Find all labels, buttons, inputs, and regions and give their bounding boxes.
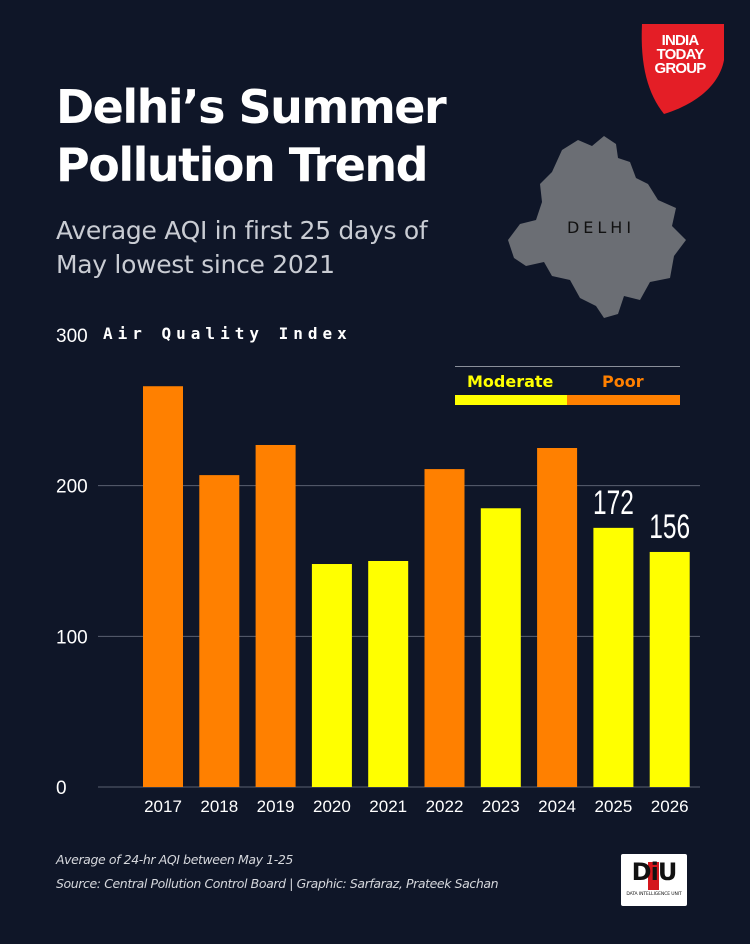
- y-tick-label: 200: [56, 477, 88, 498]
- legend-divider: [455, 366, 680, 367]
- diu-accent-icon: [648, 862, 659, 890]
- bars: [143, 386, 690, 787]
- logo-shield-icon: [641, 24, 724, 114]
- logo-line-2: TODAY: [656, 46, 705, 63]
- x-tick-label: 2026: [651, 797, 689, 816]
- chart-subtitle: Average AQI in first 25 days of May lowe…: [56, 214, 476, 282]
- x-tick-label: 2020: [313, 797, 351, 816]
- title-line-1: Delhi’s Summer: [56, 80, 447, 134]
- data-label-2025: 172: [593, 484, 634, 522]
- legend-moderate-swatch: [455, 395, 567, 405]
- x-tick-label: 2017: [144, 797, 182, 816]
- bar-2020: [311, 564, 352, 787]
- y-tick-label: 300: [56, 326, 88, 347]
- india-today-logo: INDIA TODAY GROUP: [634, 20, 726, 116]
- bar-2017: [143, 386, 183, 787]
- diu-badge: DiU DATA INTELLIGENCE UNIT: [621, 854, 687, 906]
- x-tick-label: 2019: [257, 797, 295, 816]
- bar-2021: [368, 561, 409, 787]
- logo-line-3: GROUP: [654, 60, 706, 77]
- x-tick-label: 2024: [538, 797, 576, 816]
- footnote-source: Source: Central Pollution Control Board …: [56, 876, 499, 891]
- bar-2019: [255, 444, 296, 787]
- chart-title: Delhi’s Summer Pollution Trend: [56, 78, 516, 194]
- labels: 0 100 200 300 2017 2018 2019 2020 2021 2022 2023 20…: [56, 326, 690, 816]
- bar-2023: [480, 508, 521, 787]
- x-tick-label: 2025: [594, 797, 632, 816]
- bar-2022: [424, 469, 465, 787]
- logo-wordmark: INDIA TODAY GROUP: [634, 32, 726, 77]
- legend-poor-label: Poor: [602, 372, 644, 391]
- y-axis-title: Air Quality Index: [103, 324, 352, 343]
- subtitle-line-2: May lowest since 2021: [56, 250, 335, 279]
- x-tick-label: 2022: [426, 797, 464, 816]
- x-tick-label: 2021: [369, 797, 407, 816]
- diu-badge-subtext: DATA INTELLIGENCE UNIT: [626, 892, 682, 897]
- delhi-map-icon: [508, 136, 686, 318]
- map-label: DELHI: [566, 218, 636, 237]
- footnote-average: Average of 24-hr AQI between May 1-25: [56, 852, 293, 867]
- bar-2026: [649, 551, 690, 787]
- bar-2018: [199, 475, 240, 787]
- legend: Moderate Poor: [455, 366, 680, 406]
- legend-poor-swatch: [567, 395, 680, 405]
- diu-badge-text: DiU: [631, 858, 678, 886]
- logo-line-1: INDIA: [661, 32, 700, 49]
- x-tick-label: 2023: [482, 797, 520, 816]
- title-line-2: Pollution Trend: [56, 138, 429, 192]
- bar-2024: [537, 448, 578, 787]
- legend-moderate-label: Moderate: [467, 372, 554, 391]
- y-tick-label: 100: [56, 627, 88, 648]
- data-label-2026: 156: [649, 508, 690, 546]
- subtitle-line-1: Average AQI in first 25 days of: [56, 216, 428, 245]
- bar-2025: [593, 527, 634, 787]
- x-tick-label: 2018: [200, 797, 238, 816]
- y-tick-label: 0: [56, 778, 67, 799]
